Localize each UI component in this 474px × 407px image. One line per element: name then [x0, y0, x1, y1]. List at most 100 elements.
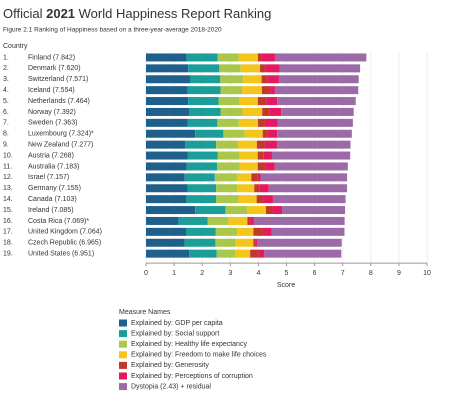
rank-label: 8. [3, 131, 9, 138]
bar-segment [266, 97, 278, 106]
bar-segment [261, 86, 271, 95]
bar-segment [214, 173, 237, 182]
bar-segment [187, 184, 217, 193]
bar-segment [220, 86, 243, 95]
bar-segment [238, 140, 257, 149]
bar-segment [256, 238, 342, 247]
legend-swatch [119, 340, 127, 348]
y-tick-label: Ireland (7.085) [28, 207, 74, 214]
bar-segment [216, 249, 235, 258]
legend-swatch [119, 361, 127, 369]
bar-segment [146, 97, 189, 106]
bar-segment [271, 227, 345, 236]
bar-segment [254, 184, 260, 193]
bar-segment [257, 173, 261, 182]
bar-segment [146, 184, 188, 193]
bar-segment [263, 151, 272, 160]
bar-segment [220, 107, 243, 116]
bar-segment [267, 129, 278, 138]
y-tick-label: Czech Republic (6.965) [28, 240, 101, 247]
x-tick-label: 3 [228, 270, 232, 277]
bar-segment [262, 129, 268, 138]
bar-segment [261, 53, 275, 62]
rank-label: 6. [3, 109, 9, 116]
bar-segment [238, 53, 258, 62]
bar-segment [236, 173, 252, 182]
bar-segment [278, 75, 359, 84]
rank-label: 18. [3, 240, 13, 247]
subtitle: Figure 2.1 Ranking of Happiness based on… [3, 27, 222, 34]
x-tick-label: 8 [369, 270, 373, 277]
rank-label: 2. [3, 65, 9, 72]
bar-segment [238, 118, 259, 127]
bar-segment [237, 184, 255, 193]
bar-segment [268, 184, 348, 193]
bar-segment [217, 53, 239, 62]
bar-segment [216, 184, 238, 193]
y-tick-label: Iceland (7.554) [28, 87, 75, 94]
bar-segment [267, 75, 279, 84]
bar-segment [146, 227, 186, 236]
x-tick-label: 7 [341, 270, 345, 277]
bar-segment [265, 206, 273, 215]
bar-segment [146, 64, 189, 73]
bar-segment [178, 216, 208, 225]
bar-segment [239, 97, 258, 106]
rank-label: 17. [3, 229, 13, 236]
bar-segment [146, 249, 190, 258]
y-tick-label: Costa Rica (7.069)* [28, 218, 89, 225]
bar-segment [253, 227, 263, 236]
bar-segment [246, 206, 266, 215]
bar-segment [264, 118, 278, 127]
bar-segment [190, 75, 221, 84]
y-tick-label: New Zealand (7.277) [28, 141, 93, 148]
bar-segment [244, 129, 263, 138]
legend-swatch [119, 319, 127, 327]
bar-segment [277, 140, 351, 149]
bar-segment [215, 195, 239, 204]
bar-segment [279, 64, 361, 73]
bar-segment [274, 53, 367, 62]
legend-swatch [119, 330, 127, 338]
legend-label: Explained by: Healthy life expectancy [131, 341, 247, 348]
bar-segment [220, 75, 244, 84]
legend-label: Explained by: Freedom to make life choic… [131, 352, 267, 359]
bar-segment [265, 162, 275, 171]
y-tick-label: Germany (7.155) [28, 185, 81, 192]
rank-label: 9. [3, 141, 9, 148]
rank-label: 19. [3, 250, 13, 257]
bar-segment [274, 86, 359, 95]
bar-segment [146, 75, 191, 84]
bar-segment [272, 206, 283, 215]
bar-segment [185, 227, 216, 236]
legend-title: Measure Names [119, 309, 171, 316]
bar-segment [217, 151, 240, 160]
rank-label: 3. [3, 76, 9, 83]
bar-segment [217, 118, 239, 127]
y-tick-label: Norway (7.392) [28, 109, 76, 116]
bar-segment [186, 162, 218, 171]
bar-segment [188, 64, 220, 73]
rank-label: 12. [3, 174, 13, 181]
bar-segment [250, 216, 254, 225]
bar-segment [256, 195, 264, 204]
bar-segment [265, 64, 280, 73]
bar-segment [187, 151, 218, 160]
x-tick-label: 6 [313, 270, 317, 277]
bar-segment [255, 238, 257, 247]
title-part: 2021 [46, 6, 75, 21]
bar-segment [184, 173, 215, 182]
legend-swatch [119, 372, 127, 380]
bar-segment [189, 107, 221, 116]
bar-segment [146, 53, 187, 62]
y-tick-label: Australia (7.183) [28, 163, 79, 170]
bar-segment [240, 64, 261, 73]
bar-segment [242, 86, 262, 95]
bar-segment [264, 249, 342, 258]
bar-segment [260, 173, 348, 182]
bar-segment [216, 140, 239, 149]
bar-segment [187, 86, 221, 95]
rank-label: 15. [3, 207, 13, 214]
y-tick-label: Netherlands (7.464) [28, 98, 90, 105]
x-tick-label: 1 [172, 270, 176, 277]
